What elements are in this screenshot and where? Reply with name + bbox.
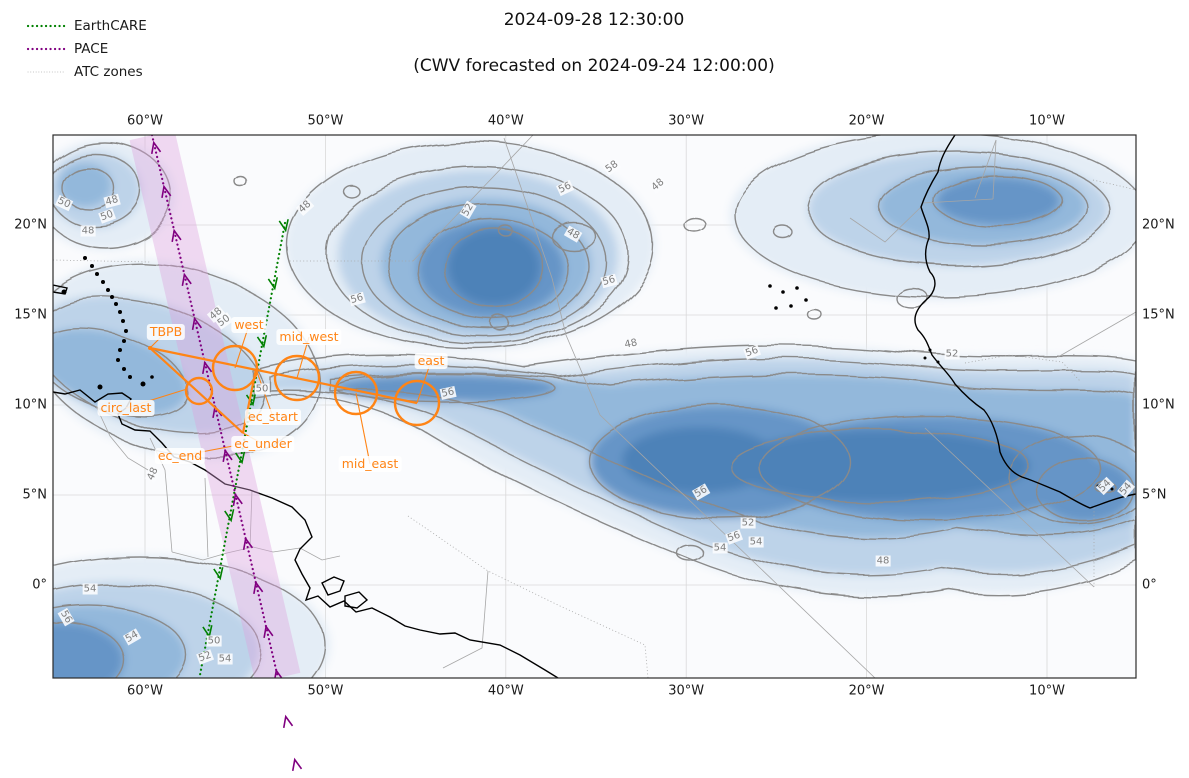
offmap-arrows [282, 714, 303, 772]
figure-subtitle: (CWV forecasted on 2024-09-24 12:00:00) [413, 56, 775, 76]
atc-zone-boundaries [53, 135, 1136, 678]
island-dots [61, 256, 1114, 491]
figure-title: 2024-09-28 12:30:00 [503, 10, 685, 30]
legend-line-samples [26, 24, 67, 73]
map-frame [52, 134, 1137, 679]
